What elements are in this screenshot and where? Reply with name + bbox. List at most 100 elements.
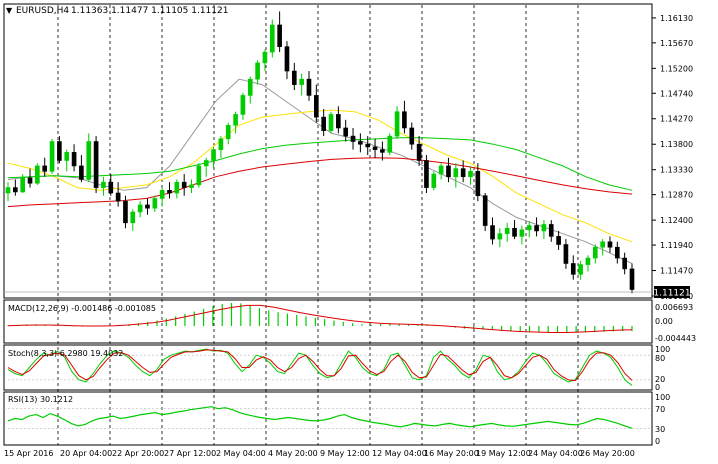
candle	[211, 146, 216, 169]
candle	[482, 193, 488, 231]
macd-tick-top: 0.006693	[655, 303, 693, 312]
candle	[203, 157, 209, 177]
candle	[196, 163, 202, 188]
candle	[262, 49, 268, 72]
time-axis-label: 22 Apr 20:00	[112, 449, 164, 458]
candle	[255, 60, 260, 85]
rsi-line	[7, 406, 633, 429]
current-price-tag: 1.11121	[653, 286, 691, 299]
candle	[431, 171, 437, 191]
candle	[42, 157, 48, 177]
candle	[123, 195, 128, 229]
macd-tick-zero: 0.00	[655, 317, 673, 326]
candle	[424, 155, 429, 194]
candle	[269, 19, 275, 58]
candle	[27, 168, 33, 188]
candle	[159, 187, 165, 207]
time-axis-label: 16 May 20:00	[424, 449, 479, 458]
candle	[101, 176, 106, 196]
candle	[5, 182, 11, 202]
price-tick-label: 1.15200	[660, 64, 693, 73]
candle	[321, 108, 326, 137]
candle	[402, 100, 407, 134]
price-tick-label: 1.13330	[660, 166, 693, 175]
candle	[145, 198, 150, 215]
candle	[563, 239, 569, 269]
candle	[174, 179, 180, 199]
candle	[438, 163, 444, 180]
candle	[225, 122, 231, 145]
time-axis-label: 20 Apr 04:00	[60, 449, 112, 458]
candle	[453, 163, 459, 188]
time-axis-label: 27 Apr 12:00	[164, 449, 216, 458]
candle	[446, 157, 451, 183]
candle	[504, 222, 510, 242]
candle	[71, 144, 77, 172]
time-axis-label: 24 May 04:00	[528, 449, 583, 458]
stoch-k-line	[7, 348, 633, 386]
current-price-label: 1.11121	[653, 289, 690, 299]
macd-panel[interactable]	[3, 299, 653, 344]
stoch-panel[interactable]	[3, 344, 653, 391]
candle	[218, 136, 224, 158]
candle	[460, 160, 466, 183]
candle	[497, 228, 503, 248]
candle	[57, 136, 62, 164]
candle	[181, 174, 187, 196]
price-tick-label: 1.14270	[660, 115, 693, 124]
candle	[49, 138, 55, 175]
candle	[189, 179, 194, 194]
candle	[512, 220, 517, 240]
price-tick-label: 1.12870	[660, 191, 693, 200]
time-axis-label: 2 May 04:00	[216, 449, 266, 458]
candle	[526, 221, 532, 238]
candle	[394, 106, 400, 139]
stoch-tick-80: 80	[655, 354, 665, 363]
candle	[570, 255, 576, 280]
time-axis-label: 12 May 04:00	[372, 449, 427, 458]
moving-average-line	[7, 78, 633, 264]
candle	[284, 41, 290, 80]
symbol-label: EURUSD,H4	[16, 6, 69, 16]
candle	[556, 230, 561, 250]
candle	[519, 225, 525, 245]
stoch-tick-0: 0	[655, 383, 660, 392]
candle	[548, 220, 554, 242]
candle	[600, 239, 605, 256]
time-axis-label: 9 May 12:00	[320, 449, 370, 458]
candle	[365, 136, 371, 156]
candle	[240, 92, 246, 120]
macd-tick-bottom: -0.004443	[655, 334, 696, 343]
rsi-label: RSI(13) 30.1212	[8, 395, 73, 404]
candle	[475, 163, 481, 202]
candle	[167, 182, 172, 199]
stoch-tick-100: 100	[655, 345, 670, 354]
candle	[247, 76, 253, 104]
price-tick-label: 1.11470	[660, 267, 693, 276]
rsi-tick-0: 0	[655, 437, 660, 446]
stoch-label: Stoch(8,3,3) 6.2980 19.4032	[8, 349, 123, 358]
candle	[614, 241, 620, 264]
candle	[607, 236, 613, 253]
candle	[79, 155, 84, 183]
rsi-panel[interactable]	[3, 391, 653, 446]
candle	[314, 84, 319, 123]
moving-average-line	[7, 157, 633, 208]
candle	[358, 133, 363, 153]
candle	[277, 11, 282, 53]
price-tick-label: 1.15670	[660, 39, 693, 48]
price-tick-label: 1.12400	[660, 216, 693, 225]
candle	[291, 62, 297, 91]
candle	[328, 111, 334, 134]
chart-menu-icon[interactable]: ▼	[6, 6, 13, 15]
main-panel[interactable]	[3, 3, 653, 299]
candle	[306, 71, 312, 101]
candle	[534, 217, 539, 237]
price-tick-label: 1.11940	[660, 241, 693, 250]
time-axis-label: 15 Apr 2016	[4, 449, 53, 458]
candle	[490, 217, 495, 245]
candle	[468, 165, 473, 185]
candle	[380, 141, 385, 161]
stoch-d-line	[7, 349, 633, 382]
